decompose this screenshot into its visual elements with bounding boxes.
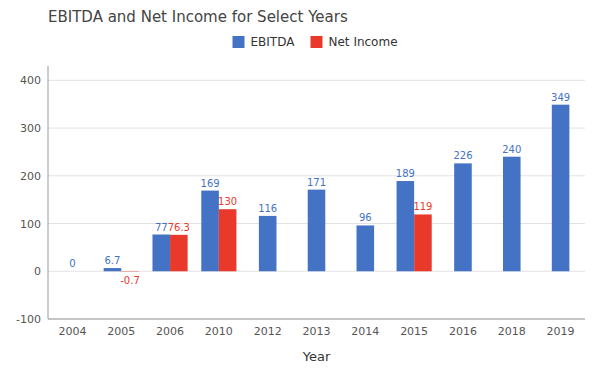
bar xyxy=(259,216,277,271)
data-label: 0 xyxy=(69,258,75,269)
bar xyxy=(414,214,432,271)
bar xyxy=(170,235,188,271)
x-tick-label: 2004 xyxy=(58,325,86,338)
y-tick-label: 300 xyxy=(20,122,41,135)
x-tick-label: 2014 xyxy=(351,325,379,338)
x-tick-label: 2015 xyxy=(400,325,428,338)
data-label: 6.7 xyxy=(104,255,120,266)
y-tick-label: 400 xyxy=(20,74,41,87)
data-labels: 0 6.7-0.7 7776.3 169 130 116 171 96 189 119 226 240… xyxy=(69,92,570,286)
legend: EBITDA Net Income xyxy=(233,35,398,49)
data-label: 169 xyxy=(201,178,220,189)
x-tick-label: 2010 xyxy=(205,325,233,338)
data-label: -0.7 xyxy=(120,275,140,286)
chart: EBITDA and Net Income for Select Years -1… xyxy=(0,0,600,371)
data-label: 76.3 xyxy=(168,222,190,233)
data-label: 171 xyxy=(307,177,326,188)
data-label: 77 xyxy=(155,222,168,233)
x-tick-label: 2013 xyxy=(303,325,331,338)
bar xyxy=(152,235,170,272)
grid-line xyxy=(48,80,585,81)
x-tick-label: 2016 xyxy=(449,325,477,338)
title: EBITDA and Net Income for Select Years xyxy=(48,8,348,26)
bar xyxy=(121,271,139,272)
data-label: 116 xyxy=(258,203,277,214)
x-tick-label: 2012 xyxy=(254,325,282,338)
bar xyxy=(552,105,570,272)
grid-line xyxy=(48,128,585,129)
bar xyxy=(503,157,521,272)
y-axis-line xyxy=(48,66,49,319)
data-label: 189 xyxy=(396,168,415,179)
data-label: 130 xyxy=(218,196,237,207)
y-tick-label: 100 xyxy=(20,218,41,231)
data-label: 240 xyxy=(502,144,521,155)
bar xyxy=(357,225,375,271)
x-tick-label: 2018 xyxy=(498,325,526,338)
legend-swatch xyxy=(311,36,323,48)
grid xyxy=(48,80,585,319)
legend-swatch xyxy=(233,36,245,48)
legend-label: EBITDA xyxy=(251,35,296,49)
legend-label: Net Income xyxy=(329,35,398,49)
x-tick-label: 2006 xyxy=(156,325,184,338)
bars xyxy=(104,105,570,272)
bar xyxy=(219,209,237,271)
bar xyxy=(454,163,472,271)
data-label: 96 xyxy=(359,212,372,223)
data-label: 119 xyxy=(413,201,432,212)
y-tick-label: -100 xyxy=(16,313,41,326)
bar xyxy=(308,190,326,272)
grid-line xyxy=(48,319,585,320)
x-tick-label: 2019 xyxy=(547,325,575,338)
x-axis-label: Year xyxy=(302,349,331,364)
data-label: 349 xyxy=(551,92,570,103)
y-tick-label: 200 xyxy=(20,170,41,183)
x-tick-label: 2005 xyxy=(107,325,135,338)
data-label: 226 xyxy=(453,150,472,161)
y-tick-label: 0 xyxy=(34,265,41,278)
chart-container: EBITDA and Net Income for Select Years -1… xyxy=(0,0,600,371)
bar xyxy=(104,268,122,271)
bar xyxy=(64,271,82,272)
x-axis-line xyxy=(48,319,585,320)
bar xyxy=(201,191,219,272)
bar xyxy=(397,181,415,271)
